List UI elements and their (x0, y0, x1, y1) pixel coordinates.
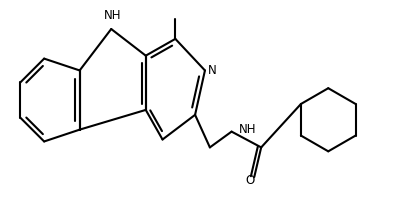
Text: NH: NH (103, 9, 121, 22)
Text: NH: NH (238, 123, 255, 136)
Text: N: N (207, 64, 216, 77)
Text: O: O (245, 174, 254, 187)
